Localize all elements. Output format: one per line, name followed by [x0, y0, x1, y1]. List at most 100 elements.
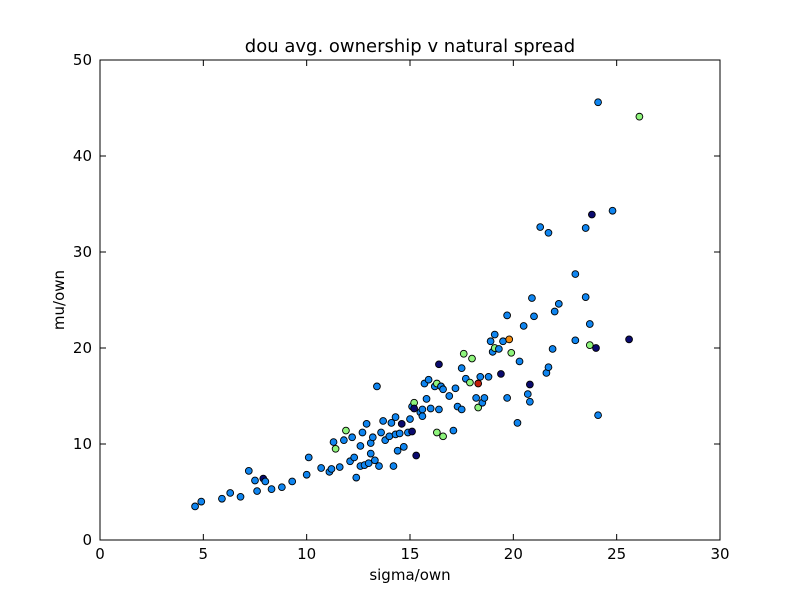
x-tick-label: 20 — [504, 545, 523, 563]
scatter-point — [594, 98, 602, 107]
scatter-point — [433, 428, 441, 437]
scatter-point — [474, 379, 483, 388]
scatter-point — [288, 477, 297, 486]
scatter-point — [373, 382, 381, 391]
scatter-point — [608, 206, 617, 215]
scatter-point — [399, 443, 408, 451]
scatter-point — [191, 502, 199, 511]
x-tick-label: 30 — [710, 545, 729, 563]
points-layer — [191, 98, 644, 511]
scatter-point — [408, 427, 416, 436]
scatter-point — [362, 419, 371, 428]
scatter-point — [236, 492, 245, 501]
scatter-point — [472, 394, 480, 402]
scatter-point — [364, 459, 373, 468]
scatter-point — [302, 470, 311, 479]
scatter-point — [585, 341, 594, 349]
scatter-point — [197, 497, 206, 506]
scatter-point — [457, 405, 466, 414]
scatter-point — [352, 473, 361, 482]
scatter-point — [484, 372, 493, 381]
y-tick-label: 50 — [73, 51, 92, 69]
scatter-point — [588, 210, 596, 219]
y-tick-label: 10 — [73, 435, 92, 453]
scatter-point — [435, 405, 443, 414]
scatter-point — [544, 363, 553, 372]
y-axis-ticks: 0 10 20 30 40 50 — [73, 51, 720, 549]
scatter-point — [550, 307, 559, 316]
scatter-point — [358, 428, 367, 437]
scatter-point — [526, 397, 534, 406]
scatter-point — [490, 330, 499, 339]
scatter-point — [497, 370, 505, 378]
scatter-point — [459, 349, 468, 358]
scatter-point — [466, 378, 474, 387]
scatter-point — [449, 426, 458, 435]
scatter-point — [625, 335, 633, 344]
scatter-point — [218, 494, 226, 503]
scatter-point — [495, 345, 503, 353]
y-tick-label: 20 — [73, 339, 92, 357]
scatter-point — [515, 357, 524, 366]
scatter-point — [327, 465, 336, 473]
scatter-point — [474, 403, 483, 412]
scatter-point — [368, 433, 377, 442]
scatter-point — [571, 336, 580, 345]
scatter-point — [592, 344, 600, 352]
scatter-point — [594, 411, 602, 420]
scatter-point — [342, 426, 350, 435]
scatter-point — [331, 444, 340, 453]
scatter-point — [505, 335, 514, 344]
x-tick-label: 15 — [400, 545, 419, 563]
scatter-point — [412, 451, 421, 460]
scatter-point — [317, 464, 325, 472]
scatter-point — [468, 354, 476, 363]
scatter-point — [406, 415, 414, 423]
scatter-point — [585, 320, 594, 328]
scatter-point — [251, 476, 259, 485]
scatter-point — [397, 419, 406, 428]
scatter-point — [528, 294, 536, 302]
scatter-point — [389, 462, 398, 470]
y-axis-title: mu/own — [50, 270, 68, 330]
scatter-point — [418, 405, 427, 414]
scatter-point — [350, 453, 359, 462]
scatter-point — [375, 462, 383, 470]
scatter-point — [244, 467, 253, 475]
scatter-point — [395, 429, 404, 438]
scatter-point — [581, 224, 590, 232]
scatter-point — [253, 487, 261, 495]
x-tick-label: 5 — [199, 545, 209, 563]
scatter-point — [480, 394, 489, 402]
scatter-point — [554, 299, 563, 308]
x-tick-label: 0 — [95, 545, 105, 563]
scatter-point — [267, 485, 276, 493]
scatter-point — [451, 384, 460, 393]
scatter-point — [544, 228, 553, 237]
x-axis-ticks: 0 5 10 15 20 25 30 — [95, 60, 730, 563]
scatter-point — [523, 390, 532, 398]
scatter-point — [435, 360, 443, 369]
scatter-point — [526, 380, 534, 389]
scatter-point — [410, 404, 418, 413]
scatter-point — [571, 270, 580, 278]
scatter-point — [519, 322, 528, 330]
scatter-point — [278, 483, 286, 492]
scatter-point — [391, 413, 400, 421]
scatter-point — [418, 412, 427, 421]
scatter-point — [356, 442, 365, 450]
x-axis-title: sigma/own — [369, 566, 450, 584]
scatter-point — [335, 463, 344, 471]
scatter-point — [379, 417, 387, 425]
scatter-point — [439, 432, 447, 441]
y-tick-label: 0 — [82, 531, 92, 549]
scatter-point — [348, 433, 356, 442]
scatter-point — [536, 223, 545, 231]
scatter-point — [445, 392, 454, 400]
scatter-point — [366, 449, 375, 458]
scatter-point — [371, 456, 379, 465]
scatter-point — [503, 311, 511, 320]
scatter-point — [304, 453, 313, 462]
